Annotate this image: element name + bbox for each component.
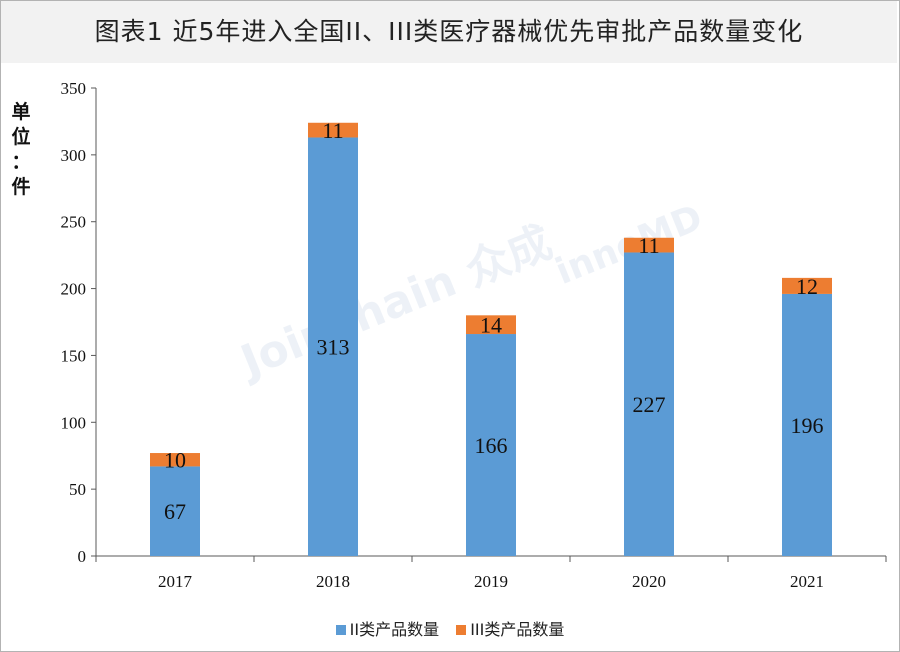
unit-char: 件 [11,176,31,198]
legend-swatch-iii [456,625,467,635]
x-tick-label: 2018 [316,572,350,591]
x-tick-label: 2019 [474,572,508,591]
data-label-iii: 14 [480,313,502,338]
y-tick-label: 250 [61,213,87,232]
legend-item-iii: III类产品数量 [456,616,564,640]
legend-item-ii: II类产品数量 [335,616,440,640]
bar-iii [624,237,674,253]
bar-ii [308,137,358,556]
bar-ii [150,466,200,556]
data-label-iii: 10 [164,448,186,473]
legend-swatch-ii [335,625,346,635]
legend-label-ii: II类产品数量 [349,620,440,639]
x-tick-label: 2017 [158,572,193,591]
y-tick-label: 0 [78,547,87,566]
y-tick-label: 150 [61,346,87,365]
bar-iii [150,453,200,467]
y-tick-label: 100 [61,413,87,432]
bar-ii [782,293,832,556]
legend: II类产品数量 III类产品数量 [0,616,900,640]
data-label-iii: 11 [638,233,659,258]
y-tick-label: 50 [69,480,86,499]
x-tick-label: 2021 [790,572,824,591]
data-label-ii: 227 [633,392,666,417]
bar-iii [782,277,832,294]
data-label-ii: 196 [791,413,824,438]
data-label-ii: 313 [317,335,350,360]
bar-iii [466,315,516,335]
y-tick-label: 200 [61,280,87,299]
chart-title: 图表1 近5年进入全国II、III类医疗器械优先审批产品数量变化 [94,17,804,46]
bar-iii [308,122,358,138]
unit-char: 单 [11,101,31,123]
data-label-ii: 166 [475,433,508,458]
y-tick-label: 350 [61,79,87,98]
data-label-iii: 11 [322,118,343,143]
unit-char: 位 [11,126,31,148]
legend-label-iii: III类产品数量 [470,620,565,639]
unit-char: ： [11,151,31,173]
data-label-iii: 12 [796,274,818,299]
bar-ii [466,334,516,556]
x-tick-label: 2020 [632,572,666,591]
y-tick-label: 300 [61,146,87,165]
title-bar: 图表1 近5年进入全国II、III类医疗器械优先审批产品数量变化 [1,1,897,63]
data-label-ii: 67 [164,499,186,524]
y-unit-label: 单 位 ： 件 [6,100,36,200]
bar-ii [624,252,674,556]
